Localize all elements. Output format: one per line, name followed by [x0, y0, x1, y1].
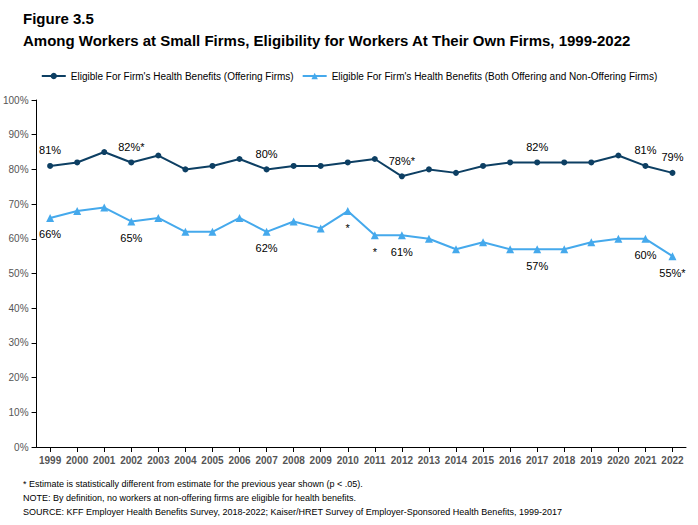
- svg-text:2014: 2014: [445, 455, 468, 466]
- svg-text:SOURCE: KFF Employer Health Be: SOURCE: KFF Employer Health Benefits Sur…: [23, 507, 562, 517]
- svg-text:78%*: 78%*: [389, 155, 416, 167]
- svg-text:2015: 2015: [472, 455, 495, 466]
- svg-text:2020: 2020: [607, 455, 630, 466]
- svg-text:57%: 57%: [526, 260, 548, 272]
- svg-text:20%: 20%: [9, 372, 29, 383]
- svg-text:Eligible For Firm's Health Ben: Eligible For Firm's Health Benefits (Bot…: [332, 71, 658, 82]
- svg-text:2003: 2003: [147, 455, 170, 466]
- svg-text:100%: 100%: [3, 95, 29, 106]
- svg-text:81%: 81%: [39, 144, 61, 156]
- svg-text:70%: 70%: [9, 199, 29, 210]
- svg-text:65%: 65%: [120, 232, 142, 244]
- svg-text:40%: 40%: [9, 303, 29, 314]
- svg-text:Eligible For Firm's Health Ben: Eligible For Firm's Health Benefits (Off…: [71, 71, 294, 82]
- svg-text:60%: 60%: [9, 233, 29, 244]
- svg-text:2012: 2012: [391, 455, 414, 466]
- svg-text:2017: 2017: [526, 455, 549, 466]
- svg-text:2010: 2010: [337, 455, 360, 466]
- svg-text:2001: 2001: [93, 455, 116, 466]
- svg-text:2002: 2002: [120, 455, 143, 466]
- svg-text:2022: 2022: [661, 455, 684, 466]
- svg-text:Among Workers at Small Firms,: Among Workers at Small Firms, Eligibilit…: [23, 32, 630, 49]
- svg-text:80%: 80%: [256, 148, 278, 160]
- svg-text:62%: 62%: [256, 242, 278, 254]
- svg-text:50%: 50%: [9, 268, 29, 279]
- svg-text:60%: 60%: [634, 249, 656, 261]
- svg-text:10%: 10%: [9, 407, 29, 418]
- svg-text:79%: 79%: [661, 151, 683, 163]
- svg-text:2008: 2008: [283, 455, 306, 466]
- svg-text:2021: 2021: [634, 455, 657, 466]
- svg-text:NOTE: By definition, no worker: NOTE: By definition, no workers at non-o…: [23, 493, 356, 503]
- svg-text:2005: 2005: [201, 455, 224, 466]
- svg-text:*: *: [346, 222, 351, 234]
- svg-text:2000: 2000: [66, 455, 89, 466]
- svg-text:55%*: 55%*: [659, 267, 686, 279]
- svg-text:90%: 90%: [9, 129, 29, 140]
- svg-text:66%: 66%: [39, 228, 61, 240]
- svg-text:2009: 2009: [310, 455, 333, 466]
- svg-text:2011: 2011: [364, 455, 386, 466]
- svg-text:* Estimate is statistically di: * Estimate is statistically different fr…: [23, 479, 363, 489]
- svg-text:81%: 81%: [634, 144, 656, 156]
- svg-text:2019: 2019: [580, 455, 603, 466]
- svg-text:1999: 1999: [39, 455, 62, 466]
- svg-text:2013: 2013: [418, 455, 441, 466]
- svg-text:2016: 2016: [499, 455, 522, 466]
- svg-text:Figure 3.5: Figure 3.5: [23, 10, 94, 27]
- svg-text:*: *: [373, 246, 378, 258]
- svg-text:2007: 2007: [255, 455, 278, 466]
- svg-text:2018: 2018: [553, 455, 576, 466]
- svg-text:61%: 61%: [391, 246, 413, 258]
- svg-text:2004: 2004: [174, 455, 197, 466]
- svg-text:82%*: 82%*: [118, 141, 145, 153]
- svg-text:80%: 80%: [9, 164, 29, 175]
- svg-text:0%: 0%: [14, 442, 29, 453]
- svg-text:82%: 82%: [526, 141, 548, 153]
- svg-text:2006: 2006: [228, 455, 251, 466]
- svg-text:30%: 30%: [9, 337, 29, 348]
